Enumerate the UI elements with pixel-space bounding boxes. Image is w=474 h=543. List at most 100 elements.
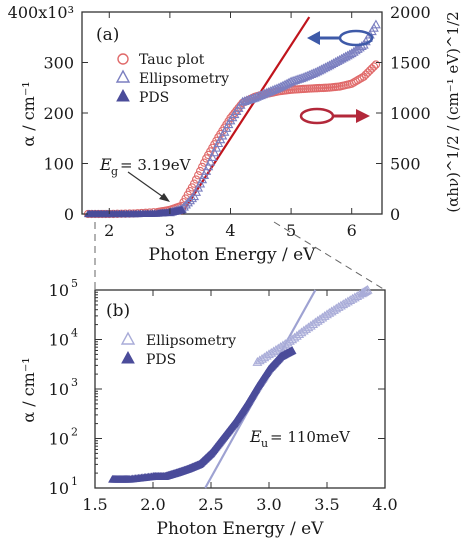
a-ytick-left-label: 400x10³	[8, 3, 74, 22]
legend-b-label-pds: PDS	[146, 352, 176, 368]
b-ellipsometry-point	[345, 295, 356, 305]
ellipsometry-point	[237, 96, 248, 106]
ellipsometry-point	[201, 165, 212, 175]
legend-marker-ellipsometry	[115, 69, 131, 83]
tauc-point	[351, 77, 360, 86]
b-ellipsometry-point	[271, 344, 281, 354]
b-ellipsometry-point	[331, 303, 342, 313]
legend-label-ellipsometry: Ellipsometry	[139, 71, 229, 87]
tauc-point	[371, 60, 381, 69]
eg-annotation: E g = 3.19eV	[99, 155, 192, 202]
b-ellipsometry-point	[273, 343, 284, 353]
b-ellipsometry-point	[326, 306, 337, 316]
ellipsometry-point	[288, 75, 299, 85]
left-arrow-icon	[307, 31, 320, 45]
ellipsometry-point	[255, 90, 266, 100]
panel-b-label: (b)	[106, 301, 130, 321]
panel-a-ylabel-left: α / cm⁻¹	[19, 81, 38, 146]
ellipsometry-point	[251, 91, 262, 101]
ellipsometry-point	[197, 174, 208, 184]
b-ellipsometry-point	[362, 284, 373, 294]
ellipsometry-point	[211, 142, 222, 152]
b-ytick-label-base: 10	[49, 479, 69, 498]
tauc-point	[355, 74, 364, 84]
legend-label-pds: PDS	[139, 90, 169, 106]
ellipsometry-point	[296, 73, 307, 83]
b-ellipsometry-point	[324, 307, 335, 317]
ellipsometry-point	[203, 161, 214, 171]
a-ytick-right-label: 1500	[390, 54, 431, 73]
zoom-guides	[94, 221, 386, 291]
a-ytick-right-label: 1000	[390, 104, 431, 123]
b-ellipsometry-point	[338, 299, 349, 309]
panel-b-ylabel: α / cm⁻¹	[19, 357, 38, 422]
ellipsometry-point	[261, 87, 272, 97]
b-xtick-label: 2.5	[198, 495, 223, 514]
tauc-ellipse	[299, 107, 335, 125]
panel-a-frame	[81, 11, 383, 215]
ellipsometry-point	[239, 96, 250, 105]
ellipsometry-point	[183, 197, 193, 207]
b-ellipsometry-point	[342, 296, 353, 306]
eg-value: = 3.19eV	[120, 156, 192, 174]
ellipsometry-point	[292, 74, 303, 84]
b-ytick-label-base: 10	[49, 380, 69, 399]
panel-a-label: (a)	[96, 25, 119, 45]
b-pds-point	[287, 346, 297, 354]
right-arrow-icon	[356, 109, 370, 123]
a-tauc-fit-line	[180, 16, 311, 215]
ellipsometry-point	[257, 89, 268, 99]
b-ellipsometry-point	[264, 349, 274, 359]
legend-label-tauc: Tauc plot	[139, 52, 205, 68]
tauc-point	[347, 79, 356, 88]
eu-annotation: E u = 110meV	[249, 427, 351, 450]
b-ellipsometry-point	[322, 309, 332, 319]
a-xtick-label: 6	[347, 221, 357, 240]
legend-marker-tauc	[117, 53, 129, 65]
eu-subscript: u	[261, 437, 268, 450]
a-ytick-left-label: 100	[43, 155, 74, 174]
ellipsometry-point	[241, 95, 252, 105]
eu-symbol: E	[249, 427, 262, 446]
ellipsometry-point	[207, 152, 218, 161]
ellipsometry-point	[181, 199, 191, 209]
ellipsometry-point	[300, 71, 311, 81]
b-ytick-label-exponent: 5	[71, 277, 78, 290]
b-ellipsometry-point	[360, 286, 371, 296]
legend-marker-pds	[116, 88, 130, 102]
panel-a-legend: Tauc plot Ellipsometry PDS	[115, 52, 229, 106]
eg-subscript: g	[111, 165, 118, 178]
a-ytick-right-label: 0	[390, 205, 400, 224]
ellipsometry-point	[265, 85, 276, 95]
b-xtick-label: 1.5	[82, 495, 107, 514]
legend-b-label-ellipsometry: Ellipsometry	[146, 333, 236, 349]
pds-point	[177, 205, 187, 214]
b-ellipsometry-point	[349, 292, 360, 302]
b-ytick-label-exponent: 3	[71, 376, 78, 389]
eu-value: = 110meV	[270, 428, 351, 446]
ellipsometry-point	[205, 156, 216, 166]
panel-b-frame	[94, 289, 386, 489]
b-xtick-label: 4.0	[372, 495, 397, 514]
b-ellipsometry-point	[359, 286, 370, 296]
ellipsometry-point	[371, 19, 381, 29]
ellipsometry-point	[304, 69, 315, 79]
a-xtick-label: 5	[286, 221, 296, 240]
b-ytick-label-base: 10	[49, 430, 69, 449]
b-ellipsometry-point	[340, 297, 351, 307]
ellipsometry-point	[284, 77, 295, 87]
ellipsometry-point	[348, 46, 359, 56]
ellipsometry-point	[243, 94, 254, 104]
a-ytick-right-label: 2000	[390, 3, 431, 22]
ellipsometry-point	[298, 72, 309, 82]
b-ytick-label-base: 10	[49, 281, 69, 300]
tauc-point	[353, 76, 362, 85]
a-ytick-left-label: 300	[43, 54, 74, 73]
b-ellipsometry-point	[261, 350, 272, 360]
a-ytick-left-label: 0	[64, 205, 74, 224]
eg-arrowhead	[159, 193, 170, 202]
legend-b-marker-pds	[121, 350, 135, 364]
a-xtick-label: 3	[165, 221, 175, 240]
tauc-point	[369, 62, 379, 71]
